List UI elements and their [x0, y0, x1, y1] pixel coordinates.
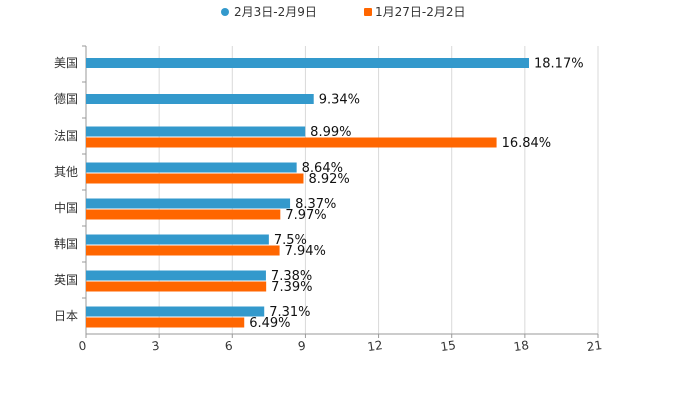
legend-item-series-0[interactable]: 2月3日-2月9日: [221, 5, 317, 19]
x-tick-label-0: 0: [78, 339, 88, 354]
legend-marker-series-1: [364, 8, 372, 16]
data-label-series-0-4: 8.37%: [295, 197, 336, 212]
bar-series-0-0[interactable]: [86, 58, 530, 68]
bar-series-1-7[interactable]: [86, 317, 245, 328]
data-labels: 18.17%9.34%8.99%16.84%8.64%8.92%8.37%7.9…: [249, 57, 583, 332]
legend-label-series-0: 2月3日-2月9日: [234, 5, 317, 19]
data-label-series-1-4: 7.97%: [285, 208, 326, 223]
legend: 2月3日-2月9日 1月27日-2月2日: [221, 5, 466, 19]
data-label-series-0-7: 7.31%: [269, 305, 310, 320]
category-label-0: 美国: [54, 56, 78, 70]
x-tick-label-12: 12: [366, 338, 383, 354]
legend-label-series-1: 1月27日-2月2日: [375, 5, 466, 19]
bar-series-0-5[interactable]: [86, 234, 269, 245]
data-label-series-1-6: 7.39%: [271, 280, 312, 295]
bar-series-1-5[interactable]: [86, 245, 280, 256]
bar-series-1-4[interactable]: [86, 209, 281, 220]
category-label-6: 英国: [54, 273, 78, 287]
legend-item-series-1[interactable]: 1月27日-2月2日: [364, 5, 466, 19]
bar-series-1-3[interactable]: [86, 173, 304, 184]
data-label-series-0-2: 8.99%: [310, 125, 351, 140]
bars: [86, 58, 530, 328]
data-label-series-0-6: 7.38%: [271, 269, 312, 284]
bar-series-0-2[interactable]: [86, 126, 306, 137]
bar-series-0-1[interactable]: [86, 94, 314, 104]
data-label-series-0-3: 8.64%: [302, 161, 343, 176]
data-label-series-1-2: 16.84%: [502, 136, 552, 151]
category-label-4: 中国: [54, 200, 78, 215]
category-label-3: 其他: [54, 165, 78, 179]
category-label-1: 德国: [54, 91, 78, 106]
x-tick-label-18: 18: [513, 338, 530, 354]
bar-series-0-6[interactable]: [86, 270, 266, 281]
data-label-series-1-7: 6.49%: [249, 316, 290, 331]
category-label-7: 日本: [54, 309, 78, 323]
data-label-series-0-0: 18.17%: [534, 57, 584, 72]
data-label-series-1-3: 8.92%: [308, 172, 349, 187]
category-label-2: 法国: [54, 129, 78, 143]
data-label-series-1-5: 7.94%: [285, 244, 326, 259]
bar-series-1-2[interactable]: [86, 137, 497, 148]
bar-series-0-7[interactable]: [86, 306, 265, 317]
x-tick-label-9: 9: [297, 339, 307, 354]
x-tick-label-21: 21: [586, 338, 603, 354]
bar-series-1-6[interactable]: [86, 281, 267, 292]
data-label-series-0-1: 9.34%: [319, 93, 360, 108]
x-tick-label-6: 6: [224, 339, 234, 354]
legend-marker-series-0: [221, 8, 229, 16]
data-label-series-0-5: 7.5%: [274, 233, 307, 248]
bar-series-0-3[interactable]: [86, 162, 297, 173]
bar-series-0-4[interactable]: [86, 198, 291, 209]
x-tick-label-15: 15: [440, 338, 457, 354]
category-label-5: 韩国: [54, 236, 78, 251]
x-tick-label-3: 3: [151, 339, 161, 354]
